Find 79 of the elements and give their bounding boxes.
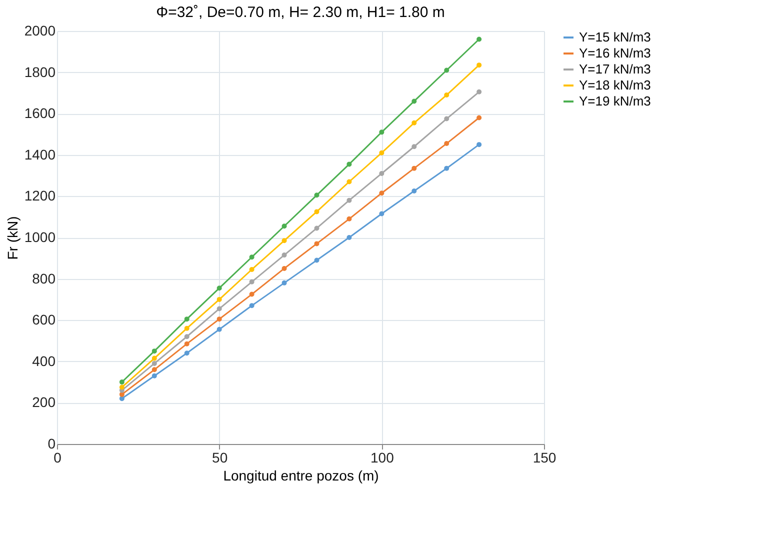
point (476, 142, 482, 148)
x-tick-label: 100 (370, 450, 394, 466)
point (476, 62, 482, 68)
legend-label: Y=17 kN/m3 (579, 62, 651, 76)
point (412, 144, 417, 150)
point (152, 356, 157, 361)
point (314, 209, 320, 214)
point (282, 280, 287, 286)
point (282, 252, 287, 258)
chart-title: Φ=32˚, De=0.70 m, H= 2.30 m, H1= 1.80 m (156, 4, 445, 21)
point (476, 89, 482, 94)
x-tick-label: 50 (212, 450, 228, 466)
point (412, 98, 417, 104)
point (249, 279, 254, 284)
point (216, 286, 222, 291)
y-tick-label: 1200 (24, 188, 56, 204)
y-tick-label: 1800 (24, 64, 56, 80)
y-tick-label: 2000 (24, 22, 56, 38)
point (476, 115, 482, 120)
legend-label: Y=16 kN/m3 (579, 46, 651, 60)
legend-label: Y=15 kN/m3 (579, 30, 651, 44)
point (282, 266, 287, 271)
y-tick-label: 1000 (24, 229, 56, 245)
point (184, 341, 190, 346)
y-tick-label: 200 (32, 394, 56, 410)
point (152, 367, 157, 372)
point (184, 334, 190, 340)
point (152, 360, 157, 366)
point (412, 120, 417, 126)
point (314, 241, 320, 246)
legend-label: Y=18 kN/m3 (579, 78, 651, 92)
point (346, 216, 352, 222)
point (282, 224, 287, 229)
y-axis-title: Fr (kN) (4, 216, 20, 260)
y-tick-label: 0 (48, 436, 56, 452)
point (379, 170, 384, 176)
point (119, 380, 124, 385)
point (444, 141, 450, 146)
point (346, 179, 352, 184)
point (379, 130, 384, 135)
point (282, 238, 287, 244)
point (184, 350, 190, 356)
point (379, 211, 384, 216)
point (184, 316, 190, 322)
legend-label: Y=19 kN/m3 (579, 94, 651, 108)
point (152, 373, 157, 378)
y-tick-label: 800 (32, 270, 56, 286)
y-tick-label: 600 (32, 312, 56, 328)
y-tick-label: 400 (32, 352, 56, 369)
x-tick-label: 150 (532, 450, 556, 466)
point (314, 192, 320, 198)
point (152, 348, 157, 354)
point (346, 162, 352, 167)
point (249, 267, 254, 272)
point (379, 150, 384, 156)
point (119, 384, 124, 390)
point (379, 190, 384, 196)
point (314, 258, 320, 263)
point (216, 296, 222, 302)
point (216, 306, 222, 312)
point (346, 235, 352, 240)
point (444, 166, 450, 171)
x-axis-title: Longitud entre pozos (m) (223, 468, 379, 484)
y-tick-label: 1400 (24, 146, 56, 162)
point (249, 254, 254, 260)
point (444, 92, 450, 98)
point (314, 226, 320, 231)
point (412, 188, 417, 194)
point (444, 116, 450, 122)
point (249, 292, 254, 297)
point (216, 326, 222, 332)
point (444, 68, 450, 73)
point (216, 316, 222, 322)
y-tick-label: 1600 (24, 105, 56, 122)
point (346, 198, 352, 203)
point (412, 166, 417, 171)
point (249, 303, 254, 308)
point (184, 326, 190, 331)
point (476, 36, 482, 42)
